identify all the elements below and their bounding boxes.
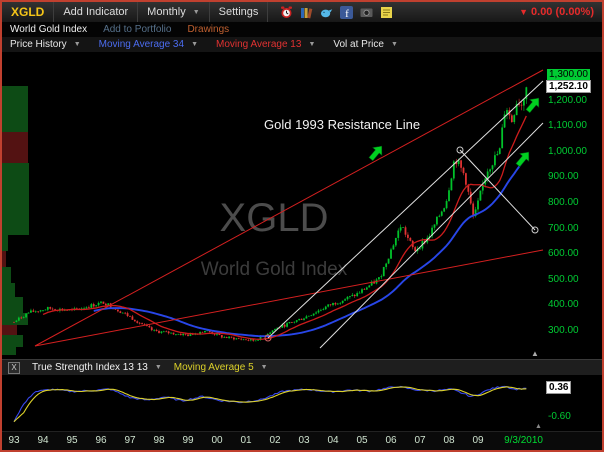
svg-text:f: f [346, 8, 350, 19]
price-axis-label: 1,000.00 [548, 145, 587, 157]
symbol-label: XGLD [2, 2, 55, 22]
price-axis-label: 300.00 [548, 325, 579, 336]
price-history-dropdown[interactable]: Price History ▼ [10, 39, 81, 50]
price-axis-label: 800.00 [548, 197, 579, 208]
price-change: ▼ 0.00 (0.00%) [519, 6, 602, 18]
time-axis-label: 96 [95, 435, 107, 446]
video-icon[interactable] [360, 6, 373, 19]
vol-at-price-dropdown[interactable]: Vol at Price ▼ [333, 39, 398, 50]
time-axis-label: 00 [211, 435, 223, 446]
time-axis-label: 99 [182, 435, 194, 446]
chevron-down-icon: ▼ [390, 41, 398, 48]
ma13-dropdown[interactable]: Moving Average 13 ▼ [216, 39, 315, 50]
interval-dropdown[interactable]: Monthly ▼ [138, 2, 210, 22]
interval-value: Monthly [147, 6, 186, 18]
library-icon[interactable] [300, 6, 313, 19]
tsi-header: X True Strength Index 13 13 ▼ Moving Aver… [2, 359, 602, 375]
tsi-ma-dropdown[interactable]: Moving Average 5 ▼ [174, 362, 268, 373]
price-axis-label: 1,200.00 [548, 94, 587, 106]
index-name-label: World Gold Index [10, 24, 88, 35]
change-value: 0.00 (0.00%) [531, 6, 594, 18]
price-axis-label: 600.00 [548, 248, 579, 260]
price-axis-label: 500.00 [548, 273, 579, 285]
price-axis-label: 700.00 [548, 222, 579, 234]
price-axis-label: 400.00 [548, 299, 579, 311]
svg-text:Gold 1993 Resistance Line: Gold 1993 Resistance Line [264, 117, 420, 132]
last-date-label: 9/3/2010 [504, 435, 543, 446]
indicator-bar: Price History ▼ Moving Average 34 ▼ Moving… [2, 37, 602, 53]
tsi-min-label: -0.60 [548, 411, 571, 422]
notes-icon[interactable] [380, 6, 393, 19]
ma13-label: Moving Average 13 [216, 39, 302, 50]
svg-text:▲: ▲ [535, 423, 542, 430]
price-chart-panel: XGLD World Gold Index Gold 1993 Resistance… [2, 53, 602, 359]
chevron-down-icon: ▼ [192, 8, 200, 16]
chevron-down-icon: ▼ [308, 41, 316, 48]
svg-text:▲: ▲ [531, 349, 539, 358]
time-axis[interactable]: 9/3/2010 93 94 95 96 97 98 99 00 01 02 03 04 05 06 07 0… [2, 431, 602, 450]
tsi-dropdown[interactable]: True Strength Index 13 13 ▼ [32, 362, 162, 373]
time-axis-label: 05 [356, 435, 368, 446]
symbol-subheader: World Gold Index Add to Portfolio Drawin… [2, 22, 602, 37]
tsi-panel: ▲ 0.36 -0.60 [2, 375, 602, 431]
price-axis-label: 1,100.00 [548, 120, 587, 132]
main-toolbar: XGLD Add Indicator Monthly ▼ Settings f [2, 2, 602, 22]
add-to-portfolio-link[interactable]: Add to Portfolio [103, 24, 172, 35]
close-indicator-button[interactable]: X [8, 361, 20, 374]
alarm-icon[interactable] [280, 6, 293, 19]
chevron-down-icon: ▼ [73, 41, 81, 48]
chevron-down-icon: ▼ [191, 41, 198, 48]
drawings-link[interactable]: Drawings [187, 24, 230, 35]
facebook-icon[interactable]: f [340, 5, 354, 19]
twitter-icon[interactable] [320, 6, 333, 19]
time-axis-label: 93 [8, 435, 20, 446]
time-axis-label: 97 [124, 435, 136, 446]
time-axis-label: 07 [414, 435, 426, 446]
settings-button[interactable]: Settings [210, 2, 269, 22]
tsi-chart-canvas[interactable]: ▲ [2, 375, 545, 431]
price-axis-label: 1,300.00 [547, 69, 590, 80]
time-axis-label: 98 [153, 435, 165, 446]
time-axis-label: 01 [240, 435, 252, 446]
time-axis-label: 95 [66, 435, 78, 446]
price-chart-canvas[interactable]: XGLD World Gold Index Gold 1993 Resistance… [2, 53, 545, 359]
time-axis-label: 94 [37, 435, 49, 446]
time-axis-label: 08 [443, 435, 455, 446]
time-axis-label: 04 [327, 435, 339, 446]
arrow-down-icon: ▼ [519, 7, 529, 17]
vol-at-price-label: Vol at Price [333, 39, 384, 50]
time-axis-label: 09 [472, 435, 484, 446]
price-history-label: Price History [10, 39, 67, 50]
svg-text:World Gold Index: World Gold Index [201, 259, 348, 280]
tsi-axis: 0.36 -0.60 [545, 375, 602, 431]
ma34-dropdown[interactable]: Moving Average 34 ▼ [99, 39, 198, 50]
last-price-label: 1,252.10 [546, 80, 591, 93]
tsi-last-value: 0.36 [546, 381, 572, 394]
tsi-title-label: True Strength Index 13 13 [32, 362, 148, 373]
price-axis-label: 900.00 [548, 171, 579, 183]
time-axis-label: 02 [269, 435, 281, 446]
chevron-down-icon: ▼ [260, 364, 268, 371]
svg-text:XGLD: XGLD [220, 196, 329, 240]
toolbar-icons: f [268, 2, 405, 22]
time-axis-label: 06 [385, 435, 397, 446]
time-axis-label: 03 [298, 435, 310, 446]
chevron-down-icon: ▼ [154, 364, 162, 371]
ma34-label: Moving Average 34 [98, 39, 185, 50]
price-axis[interactable]: 1,252.10 1,300.00 1,200.00 1,100.00 1,000.0… [545, 53, 602, 359]
add-indicator-button[interactable]: Add Indicator [54, 2, 139, 22]
tsi-ma-label: Moving Average 5 [173, 362, 254, 373]
